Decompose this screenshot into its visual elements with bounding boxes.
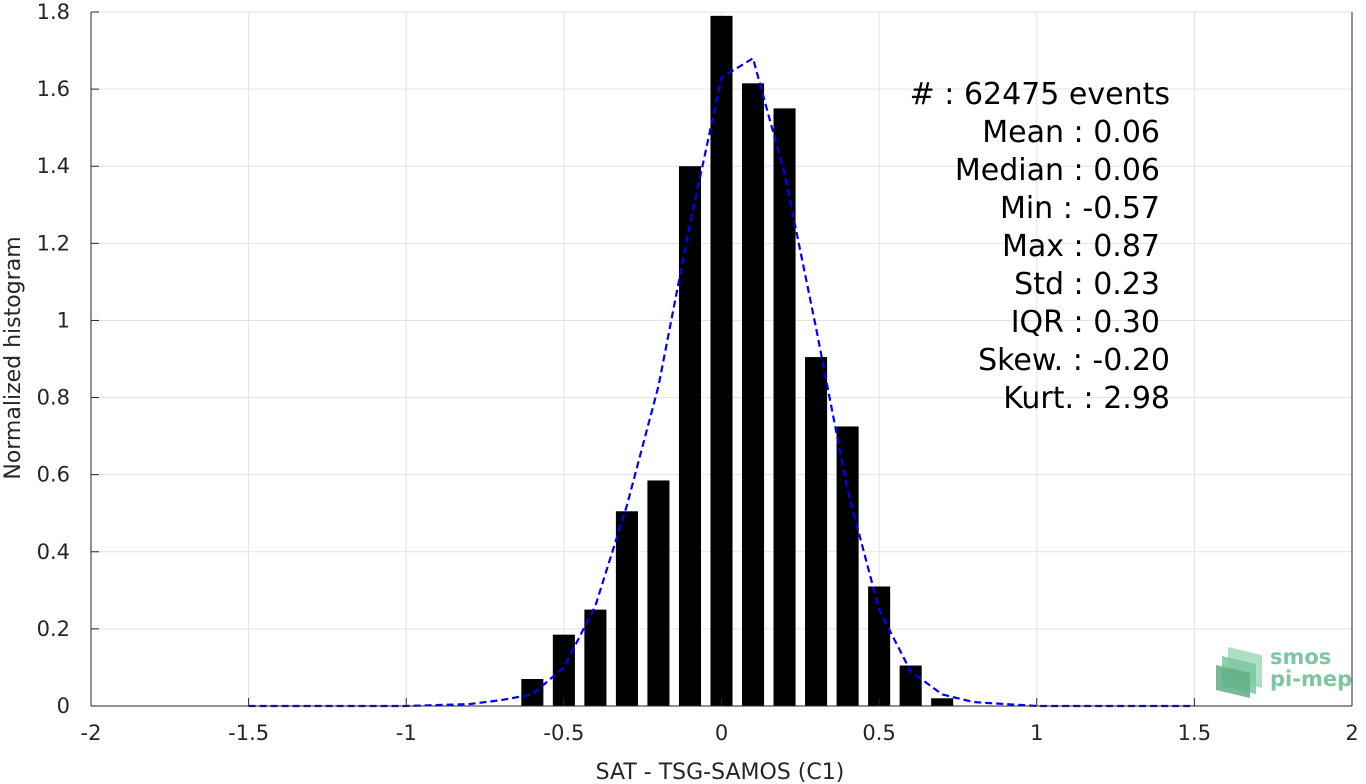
statistics-box: # : 62475 events Mean : 0.06 Median : 0.… bbox=[910, 77, 1170, 416]
histogram-bar bbox=[552, 634, 575, 706]
y-tick-label: 0 bbox=[57, 694, 70, 718]
stat-kurt: Kurt. : 2.98 bbox=[1003, 381, 1170, 416]
x-tick-labels: -2 -1.5 -1 -0.5 0 0.5 1 1.5 2 bbox=[81, 721, 1359, 745]
histogram-bar bbox=[931, 698, 954, 706]
y-tick-label: 0.6 bbox=[37, 463, 70, 487]
axes bbox=[90, 11, 1353, 707]
histogram-bar bbox=[805, 357, 828, 706]
x-tick-label: 1.5 bbox=[1178, 721, 1211, 745]
y-axis-title: Normalized histogram bbox=[1, 236, 26, 479]
histogram-bar bbox=[678, 166, 702, 706]
y-tick-label: 0.2 bbox=[37, 617, 70, 641]
y-tick-label: 1.6 bbox=[37, 77, 70, 101]
stat-min: Min : -0.57 bbox=[1000, 191, 1160, 226]
histogram-bar bbox=[773, 108, 796, 706]
smos-pimep-logo: smos pi-mep bbox=[1216, 645, 1352, 698]
fit-curve-layer bbox=[248, 56, 1195, 708]
logo-text-smos: smos bbox=[1270, 645, 1331, 669]
histogram-bar bbox=[584, 609, 607, 706]
x-tick-label: 0.5 bbox=[862, 721, 895, 745]
x-tick-label: -1.5 bbox=[228, 721, 269, 745]
stat-std: Std : 0.23 bbox=[1014, 267, 1160, 302]
y-tick-label: 0.8 bbox=[37, 386, 70, 410]
y-tick-labels: 0 0.2 0.4 0.6 0.8 1 1.2 1.4 1.6 1.8 bbox=[37, 0, 70, 718]
x-tick-label: 0 bbox=[715, 721, 728, 745]
stat-events: # : 62475 events bbox=[910, 77, 1170, 112]
y-tick-label: 1.2 bbox=[37, 231, 70, 255]
stat-median: Median : 0.06 bbox=[955, 153, 1160, 188]
x-axis-title: SAT - TSG-SAMOS (C1) bbox=[596, 760, 845, 784]
x-tick-label: -0.5 bbox=[543, 721, 584, 745]
x-tick-label: 2 bbox=[1345, 721, 1358, 745]
stat-skew: Skew. : -0.20 bbox=[978, 343, 1170, 378]
y-tick-label: 1.8 bbox=[37, 0, 70, 24]
logo-text-pimep: pi-mep bbox=[1270, 667, 1352, 691]
stat-mean: Mean : 0.06 bbox=[982, 115, 1160, 150]
x-tick-label: 1 bbox=[1030, 721, 1043, 745]
histogram-bar bbox=[710, 15, 733, 707]
stat-iqr: IQR : 0.30 bbox=[1011, 305, 1160, 340]
histogram-bars bbox=[521, 15, 954, 707]
histogram-bar bbox=[868, 586, 891, 706]
histogram-bar bbox=[521, 679, 544, 706]
y-tick-label: 1 bbox=[57, 308, 70, 332]
fit-curve bbox=[248, 56, 1195, 708]
x-tick-label: -2 bbox=[81, 721, 102, 745]
stat-max: Max : 0.87 bbox=[1002, 229, 1160, 264]
histogram-bar bbox=[741, 83, 765, 707]
x-tick-label: -1 bbox=[396, 721, 417, 745]
histogram-bar bbox=[615, 511, 638, 706]
y-tick-label: 0.4 bbox=[37, 540, 70, 564]
y-tick-label: 1.4 bbox=[37, 154, 70, 178]
histogram-bar bbox=[647, 480, 670, 706]
logo-icon bbox=[1216, 647, 1262, 698]
histogram-bar bbox=[836, 426, 859, 706]
